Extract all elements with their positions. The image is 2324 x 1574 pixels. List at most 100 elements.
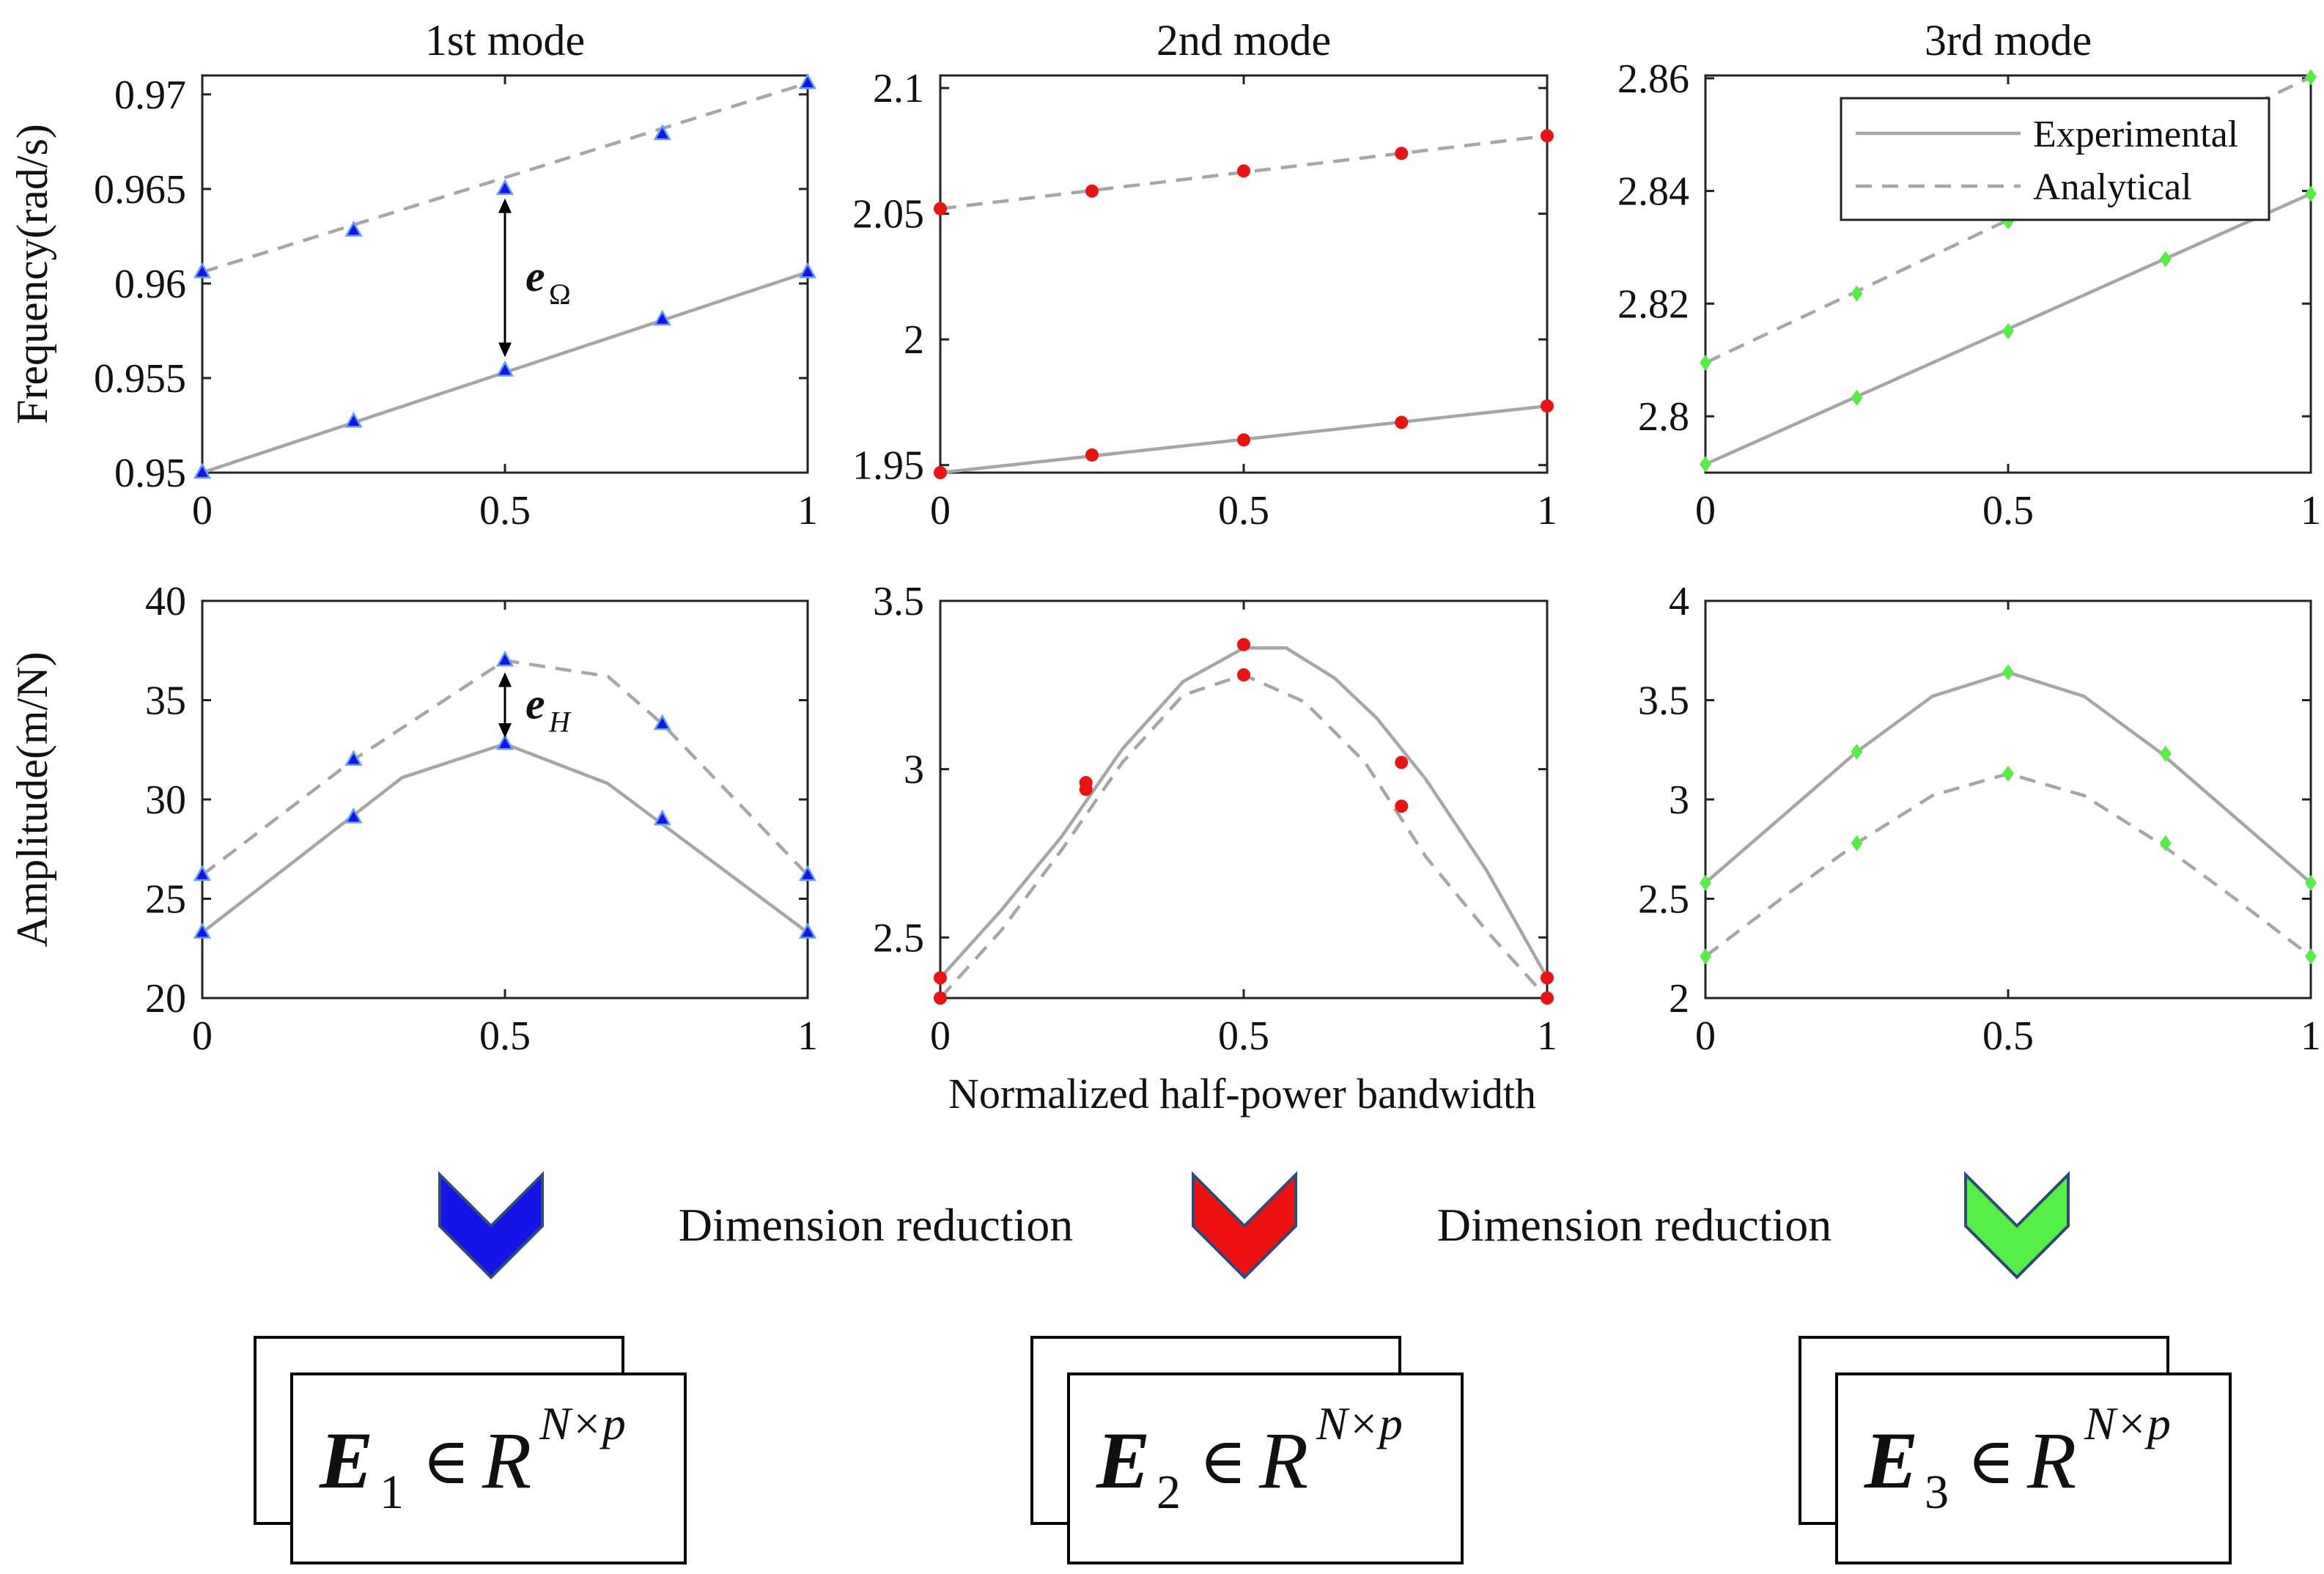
y-tick-label: 30 bbox=[145, 777, 186, 823]
matrix-box-front bbox=[1835, 1372, 2232, 1564]
x-tick-label: 0 bbox=[192, 1013, 213, 1059]
data-point bbox=[1851, 389, 1863, 406]
y-tick-label: 2.5 bbox=[1638, 877, 1689, 923]
x-tick-label: 0 bbox=[1695, 488, 1716, 533]
panel-amp-mode2: 0 0.5 1 2.5 3 3.5 bbox=[873, 579, 1557, 1059]
matrix-box-front bbox=[1067, 1372, 1464, 1564]
x-tick-label: 1 bbox=[2301, 1013, 2321, 1059]
y-tick-label: 2.86 bbox=[1617, 56, 1689, 102]
data-point bbox=[798, 262, 817, 278]
x-tick-label: 0 bbox=[930, 488, 951, 533]
panels: 0 0.5 1 0.95 0.955 0.96 0.965 0.97 1st mode Frequ… bbox=[8, 16, 2321, 1059]
matrix-box-front bbox=[290, 1372, 687, 1564]
legend-experimental-label: Experimental bbox=[2033, 114, 2238, 155]
matrix-subscript: 2 bbox=[1157, 1466, 1181, 1519]
data-point bbox=[495, 650, 514, 667]
real-space-symbol: R bbox=[2026, 1416, 2076, 1505]
x-tick-label: 0.5 bbox=[1982, 1013, 2034, 1059]
panel-title: 2nd mode bbox=[1157, 16, 1331, 64]
x-tick-label: 1 bbox=[2301, 488, 2321, 533]
y-tick-label: 2.05 bbox=[852, 192, 924, 237]
dimension-reduction-label-2: Dimension reduction bbox=[1437, 1199, 1832, 1251]
x-tick-label: 1 bbox=[797, 1013, 818, 1059]
matrix-subscript: 1 bbox=[380, 1466, 404, 1519]
data-point bbox=[193, 462, 212, 479]
data-point bbox=[934, 202, 947, 215]
matrix-subscript: 3 bbox=[1925, 1466, 1949, 1519]
y-tick-label: 2 bbox=[1669, 976, 1689, 1021]
data-point bbox=[1237, 433, 1250, 447]
error-annotation-label: e bbox=[525, 252, 545, 300]
y-tick-label: 40 bbox=[145, 579, 186, 624]
chevron-down-icon bbox=[1192, 1171, 1297, 1279]
data-point bbox=[344, 411, 363, 428]
data-point bbox=[1541, 399, 1554, 413]
error-arrow-head-bottom bbox=[498, 723, 512, 738]
real-space-symbol: R bbox=[482, 1416, 531, 1505]
plot-frame bbox=[201, 599, 809, 1000]
data-point bbox=[1085, 448, 1099, 462]
data-point bbox=[2305, 948, 2317, 965]
matrix-boxes: E 1 ∈ R N×p E 2 ∈ R N×p E 3 ∈ R N×p bbox=[254, 1336, 2232, 1564]
data-point bbox=[2159, 251, 2172, 267]
data-point bbox=[934, 466, 947, 479]
y-tick-label: 3 bbox=[1669, 777, 1689, 823]
data-point bbox=[1541, 129, 1554, 143]
y-tick-label: 2.1 bbox=[873, 66, 924, 111]
error-arrow-head-bottom bbox=[498, 342, 512, 358]
error-arrow-head-top bbox=[498, 198, 512, 213]
shared-x-axis-label: Normalized half-power bandwidth bbox=[948, 1070, 1536, 1117]
experimental-line bbox=[939, 646, 1549, 979]
panel-amp-mode3: 0 0.5 1 2 2.5 3 3.5 4 bbox=[1638, 579, 2321, 1059]
chevron-down-icon bbox=[438, 1171, 544, 1279]
data-point bbox=[1395, 755, 1409, 769]
panel-amp-mode1: 0 0.5 1 20 25 30 35 40 Amplitude(m/N) e H bbox=[8, 579, 818, 1059]
data-point bbox=[1395, 415, 1409, 429]
x-tick-label: 1 bbox=[797, 488, 818, 533]
data-point bbox=[1085, 184, 1099, 198]
data-point bbox=[2159, 835, 2172, 851]
y-tick-label: 2.84 bbox=[1617, 169, 1689, 215]
analytical-line bbox=[201, 658, 809, 876]
y-tick-label: 3 bbox=[904, 747, 924, 793]
x-tick-label: 0 bbox=[1695, 1013, 1716, 1059]
data-point bbox=[193, 262, 212, 278]
y-tick-label: 2.5 bbox=[873, 915, 924, 961]
y-tick-label: 0.965 bbox=[94, 167, 186, 213]
data-point bbox=[934, 971, 947, 985]
data-point bbox=[344, 750, 363, 766]
data-point bbox=[1237, 668, 1250, 682]
y-tick-label: 4 bbox=[1669, 579, 1689, 624]
matrix-box-3: E 3 ∈ R N×p bbox=[1799, 1336, 2232, 1564]
data-point bbox=[798, 73, 817, 89]
data-point bbox=[344, 221, 363, 237]
error-arrow-head-top bbox=[498, 672, 512, 687]
panel-freq-mode2: 0 0.5 1 1.95 2 2.05 2.1 2nd mode bbox=[852, 16, 1557, 533]
element-of-symbol: ∈ bbox=[1967, 1427, 2015, 1498]
x-tick-label: 0.5 bbox=[1218, 488, 1269, 533]
chevrons bbox=[438, 1171, 2070, 1279]
real-space-symbol: R bbox=[1258, 1416, 1308, 1505]
dimension-superscript: N×p bbox=[2084, 1397, 2171, 1449]
data-point bbox=[495, 361, 514, 377]
error-annotation-label: e bbox=[525, 679, 545, 728]
data-point bbox=[2159, 745, 2172, 762]
data-point bbox=[2002, 664, 2014, 681]
data-point bbox=[344, 807, 363, 824]
plot-frame bbox=[939, 599, 1549, 1000]
y-tick-label: 0.96 bbox=[114, 262, 186, 307]
data-point bbox=[798, 922, 817, 939]
data-point bbox=[495, 734, 514, 750]
data-point bbox=[2002, 765, 2014, 782]
y-tick-label: 2.8 bbox=[1638, 394, 1689, 440]
data-point bbox=[495, 179, 514, 196]
data-point bbox=[798, 865, 817, 882]
plot-frame bbox=[1704, 599, 2312, 1000]
data-point bbox=[1541, 971, 1554, 985]
dimension-superscript: N×p bbox=[1316, 1397, 1403, 1449]
data-point bbox=[1079, 783, 1093, 797]
y-tick-label: 0.95 bbox=[114, 451, 186, 496]
y-tick-label: 2.82 bbox=[1617, 281, 1689, 327]
y-tick-label: 1.95 bbox=[852, 443, 924, 489]
legend-analytical-label: Analytical bbox=[2033, 166, 2192, 208]
